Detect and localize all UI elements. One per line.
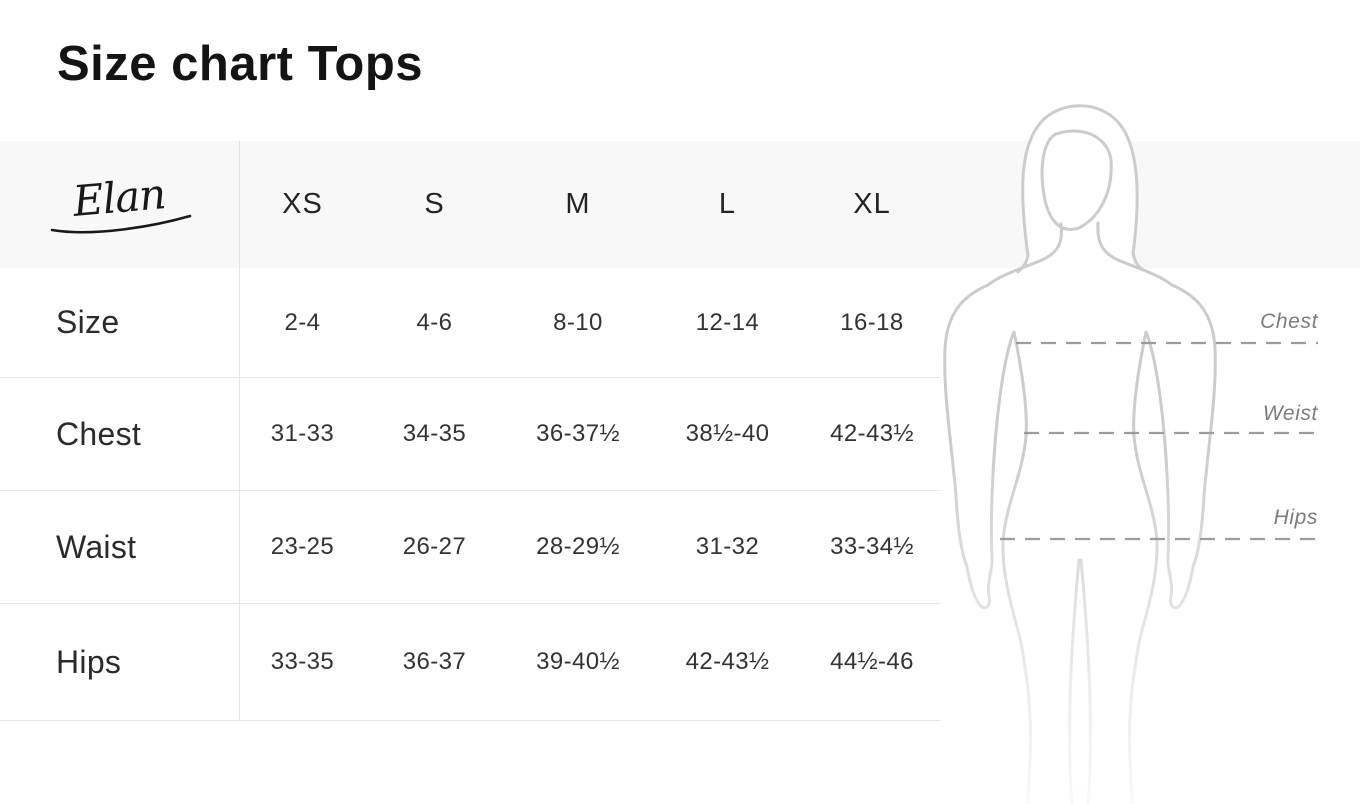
logo-underline-flourish <box>50 214 191 233</box>
chest-xs-value: 31-33 <box>240 378 365 491</box>
hips-l-value: 42-43½ <box>652 604 803 721</box>
waist-m-value: 28-29½ <box>504 491 652 604</box>
size-chart-table: Elan XS S M L XL Size 2-4 4-6 8-10 12-14… <box>0 141 941 721</box>
measurement-label-waist: Weist <box>1262 402 1318 425</box>
hips-xl-value: 44½-46 <box>803 604 941 721</box>
hips-m-value: 39-40½ <box>504 604 652 721</box>
column-header-xs: XS <box>282 188 323 220</box>
chest-l-value: 38½-40 <box>652 378 803 491</box>
hips-xs-value: 33-35 <box>240 604 365 721</box>
face-outline <box>1040 129 1113 231</box>
size-s-value: 4-6 <box>365 268 504 378</box>
waist-l-value: 31-32 <box>652 491 803 604</box>
hair-outline <box>1021 104 1139 258</box>
waist-xs-value: 23-25 <box>240 491 365 604</box>
page-title: Size chart Tops <box>57 37 424 91</box>
waist-s-value: 26-27 <box>365 491 504 604</box>
brand-logo: Elan <box>50 169 191 233</box>
column-header-m: M <box>565 188 591 220</box>
chest-xl-value: 42-43½ <box>803 378 941 491</box>
column-header-s: S <box>424 188 445 220</box>
column-header-l: L <box>718 188 737 220</box>
size-xl-value: 16-18 <box>803 268 941 378</box>
row-label-chest: Chest <box>0 378 240 491</box>
chest-m-value: 36-37½ <box>504 378 652 491</box>
chest-s-value: 34-35 <box>365 378 504 491</box>
measurement-label-hips: Hips <box>1273 506 1318 529</box>
brand-logo-cell: Elan <box>0 141 240 268</box>
row-label-size: Size <box>0 268 240 378</box>
waist-xl-value: 33-34½ <box>803 491 941 604</box>
row-label-hips: Hips <box>0 604 240 721</box>
hips-s-value: 36-37 <box>365 604 504 721</box>
body-outline <box>943 104 1217 804</box>
body-figure-illustration <box>943 104 1318 804</box>
size-m-value: 8-10 <box>504 268 652 378</box>
brand-logo-text: Elan <box>70 169 167 226</box>
measurement-label-chest: Chest <box>1260 310 1318 333</box>
size-l-value: 12-14 <box>652 268 803 378</box>
row-label-waist: Waist <box>0 491 240 604</box>
column-header-xl: XL <box>853 188 891 220</box>
size-xs-value: 2-4 <box>240 268 365 378</box>
